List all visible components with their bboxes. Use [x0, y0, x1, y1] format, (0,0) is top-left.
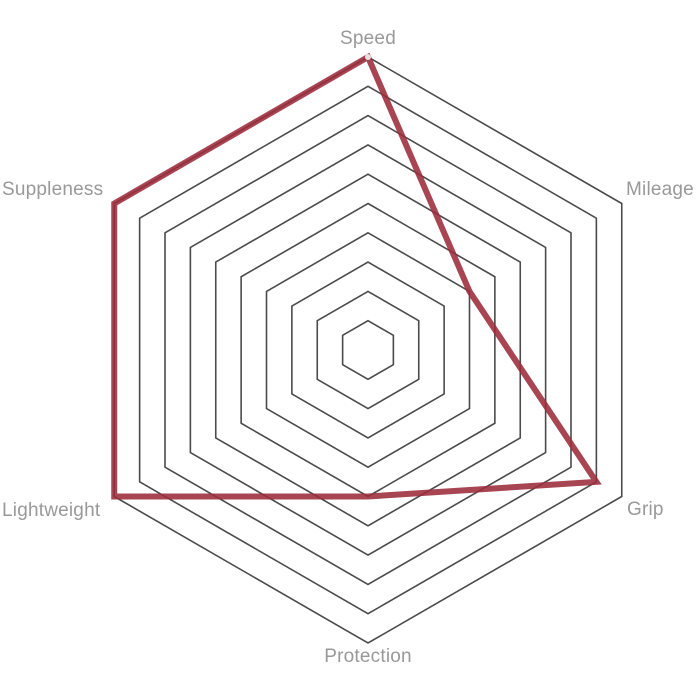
grid-ring-1	[341, 319, 395, 381]
vertex-marker-dot	[365, 54, 371, 60]
axis-label-mileage: Mileage	[626, 179, 694, 200]
grid-ring-3	[291, 261, 445, 439]
grid-ring-2	[316, 290, 420, 410]
grid-ring-7	[189, 143, 547, 557]
axis-label-suppleness: Suppleness	[2, 179, 104, 200]
grid-ring-5	[240, 202, 496, 498]
grid-ring-8	[164, 114, 572, 586]
axis-label-speed: Speed	[340, 28, 396, 49]
axis-label-grip: Grip	[627, 499, 664, 520]
data-polygon	[111, 52, 602, 500]
grid-ring-6	[214, 173, 522, 527]
axis-label-protection: Protection	[324, 646, 412, 667]
grid-ring-9	[138, 85, 598, 615]
axis-label-lightweight: Lightweight	[2, 500, 101, 521]
grid-ring-4	[265, 231, 471, 469]
